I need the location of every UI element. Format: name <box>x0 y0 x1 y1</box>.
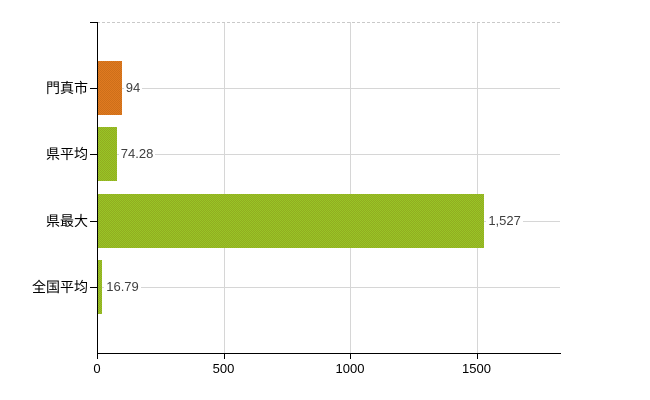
category-label: 全国平均 <box>32 278 88 295</box>
x-axis-tick <box>223 354 225 359</box>
x-axis-tick-label: 1500 <box>462 361 491 376</box>
x-axis-tick <box>97 354 98 359</box>
horizontal-gridline <box>97 154 560 156</box>
x-axis-tick <box>350 354 351 359</box>
x-axis-line <box>97 353 561 354</box>
bar <box>98 259 103 314</box>
horizontal-gridline <box>97 286 560 288</box>
horizontal-gridline <box>97 88 560 90</box>
bar <box>98 193 485 248</box>
category-label: 県最大 <box>46 212 88 229</box>
y-axis-line <box>97 22 98 354</box>
vertical-gridline <box>350 22 351 353</box>
category-tick <box>90 220 97 222</box>
category-tick <box>90 154 97 156</box>
bar-value-label: 1,527 <box>486 211 523 230</box>
category-tick <box>90 88 97 90</box>
bar-value-label: 94 <box>123 79 143 98</box>
category-label: 県平均 <box>46 146 88 163</box>
bar <box>98 127 117 182</box>
bar-value-label: 74.28 <box>118 145 156 164</box>
vertical-gridline <box>476 22 478 353</box>
x-axis-tick-label: 500 <box>212 361 235 376</box>
category-label: 門真市 <box>46 80 88 97</box>
y-axis-top-tick <box>90 22 97 23</box>
x-axis-tick-label: 1000 <box>335 361 365 376</box>
plot-top-border <box>97 22 560 23</box>
bar-value-label: 16.79 <box>104 277 141 296</box>
category-tick <box>90 286 97 288</box>
x-axis-tick <box>476 354 478 359</box>
vertical-gridline <box>223 22 225 353</box>
bar <box>98 61 122 116</box>
x-axis-tick-label: 0 <box>93 361 101 376</box>
